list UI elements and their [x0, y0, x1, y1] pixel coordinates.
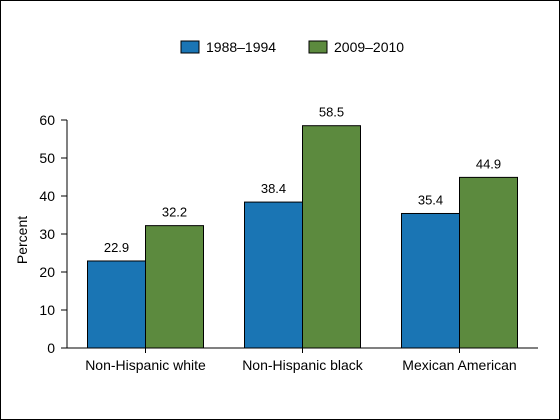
- data-label: 22.9: [104, 240, 129, 255]
- y-tick-label: 40: [39, 188, 55, 204]
- bar-non-hispanic-white-1988-1994: [87, 260, 146, 349]
- data-label: 44.9: [476, 156, 501, 171]
- y-tick-label: 20: [39, 264, 55, 280]
- bars: [87, 125, 518, 349]
- y-tick-label: 10: [39, 302, 55, 318]
- bar-non-hispanic-black-2009-2010: [302, 125, 361, 349]
- data-label: 58.5: [319, 105, 344, 120]
- y-tick-label: 30: [39, 226, 55, 242]
- category-labels: Non-Hispanic white Non-Hispanic black Mexi…: [85, 348, 517, 373]
- legend: 1988–1994 2009–2010: [180, 39, 404, 55]
- bar-non-hispanic-white-2009-2010: [145, 225, 204, 349]
- category-label-non-hispanic-black: Non-Hispanic black: [242, 357, 364, 373]
- legend-swatch-1988-1994: [180, 40, 200, 54]
- y-tick-label: 60: [39, 112, 55, 128]
- legend-swatch-2009-2010: [308, 40, 328, 54]
- y-tick-label: 50: [39, 150, 55, 166]
- bar-mexican-american-1988-1994: [401, 212, 460, 349]
- bar-non-hispanic-black-1988-1994: [244, 201, 303, 349]
- category-label-mexican-american: Mexican American: [402, 357, 516, 373]
- data-labels: 22.9 32.2 38.4 58.5 35.4 44.9: [104, 105, 501, 255]
- data-label: 35.4: [418, 192, 443, 207]
- data-label: 38.4: [261, 181, 286, 196]
- y-axis-title: Percent: [14, 216, 30, 264]
- bar-mexican-american-2009-2010: [459, 176, 518, 349]
- y-tick-label: 0: [47, 340, 55, 356]
- category-label-non-hispanic-white: Non-Hispanic white: [85, 357, 206, 373]
- legend-label-1988-1994: 1988–1994: [206, 39, 276, 55]
- legend-label-2009-2010: 2009–2010: [334, 39, 404, 55]
- y-ticks: 0 10 20 30 40 50 60: [39, 112, 67, 356]
- data-label: 32.2: [162, 205, 187, 220]
